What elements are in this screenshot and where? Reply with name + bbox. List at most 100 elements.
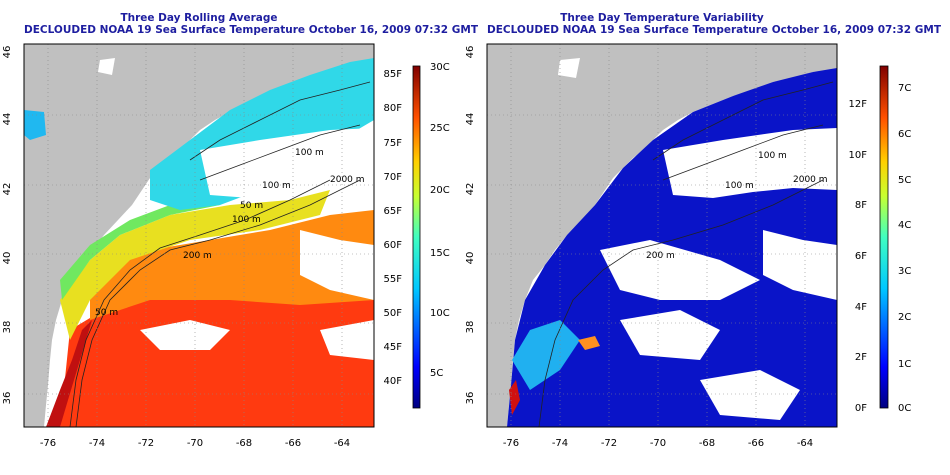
right-cb-f-label: 0F — [855, 403, 867, 414]
right-cb-c-label: 7C — [898, 83, 911, 94]
right-colorbar — [879, 65, 889, 409]
left-lat-label: 40 — [2, 252, 13, 265]
right-lon-label: -66 — [748, 438, 764, 449]
left-cloud-4 — [320, 320, 374, 360]
right-cb-c-label: 4C — [898, 220, 911, 231]
left-cb-f-label: 60F — [384, 240, 403, 251]
right-lon-label: -76 — [503, 438, 519, 449]
left-lat-label: 36 — [2, 392, 13, 405]
left-sst-red-strip — [46, 320, 92, 427]
right-cb-f-label: 8F — [855, 200, 867, 211]
right-land — [487, 44, 837, 427]
left-cloud-5 — [98, 58, 115, 75]
left-title-line2: DECLOUDED NOAA 19 Sea Surface Temperatur… — [24, 24, 479, 36]
right-var-orange — [578, 336, 600, 350]
left-land — [24, 44, 374, 427]
right-cloud-3 — [763, 230, 837, 300]
left-map: 100 m 2000 m 100 m 100 m 50 m 200 m 50 m — [24, 44, 374, 427]
left-cloud-1 — [200, 128, 374, 198]
left-cb-f-label: 65F — [384, 206, 403, 217]
left-title-line1: Three Day Rolling Average — [120, 12, 278, 24]
right-lat-axis: 36 38 40 42 44 46 — [465, 46, 476, 405]
right-cloud-4 — [620, 310, 720, 360]
left-cb-f-label: 75F — [384, 138, 403, 149]
right-contour-label-1: 100 m — [758, 151, 787, 161]
left-lon-label: -64 — [334, 438, 350, 449]
left-cb-c-label: 20C — [430, 185, 450, 196]
left-sst-cyan2 — [24, 110, 46, 140]
left-lat-label: 44 — [2, 113, 13, 126]
right-cloud-6 — [558, 58, 580, 78]
right-cloud-5 — [700, 370, 800, 420]
right-cb-f-label: 6F — [855, 251, 867, 262]
left-cb-f-label: 40F — [384, 376, 403, 387]
left-cb-f-label: 80F — [384, 103, 403, 114]
left-colorbar-f-labels: 40F 45F 50F 55F 60F 65F 70F 75F 80F 85F — [384, 69, 403, 387]
left-lat-axis: 36 38 40 42 44 46 — [2, 46, 13, 405]
left-lat-label: 46 — [2, 46, 13, 59]
right-lon-label: -70 — [650, 438, 666, 449]
left-map-title: Three Day Rolling Average DECLOUDED NOAA… — [24, 12, 479, 36]
right-cb-f-label: 10F — [849, 150, 868, 161]
right-contour-label-3: 100 m — [725, 181, 754, 191]
right-map: 100 m 2000 m 100 m 200 m — [487, 44, 837, 427]
right-lat-label: 38 — [465, 321, 476, 334]
right-cloud-2 — [600, 240, 760, 300]
left-lon-label: -74 — [89, 438, 105, 449]
right-cb-c-label: 3C — [898, 266, 911, 277]
right-cb-f-label: 12F — [849, 99, 868, 110]
right-lat-label: 46 — [465, 46, 476, 59]
left-contour-label-2: 2000 m — [330, 175, 365, 185]
left-cb-c-label: 5C — [430, 368, 443, 379]
left-lon-label: -76 — [40, 438, 56, 449]
left-cloud-2 — [300, 230, 374, 300]
right-var-cyan — [512, 320, 580, 390]
right-map-frame — [486, 43, 838, 428]
left-contour-label-5: 50 m — [240, 201, 263, 211]
left-lon-label: -68 — [236, 438, 252, 449]
right-contour-label-2: 2000 m — [793, 175, 828, 185]
right-title-line2: DECLOUDED NOAA 19 Sea Surface Temperatur… — [487, 24, 942, 36]
left-cb-c-label: 15C — [430, 248, 450, 259]
right-lon-label: -64 — [797, 438, 813, 449]
right-cb-c-label: 2C — [898, 312, 911, 323]
right-contours — [538, 81, 834, 427]
left-cb-f-label: 50F — [384, 308, 403, 319]
left-cb-c-label: 10C — [430, 308, 450, 319]
left-colorbar — [412, 65, 421, 409]
left-lon-label: -66 — [285, 438, 301, 449]
left-contour-label-6: 200 m — [183, 251, 212, 261]
left-contours — [69, 81, 371, 427]
right-var-red — [509, 380, 520, 415]
left-contour-label-7: 50 m — [95, 308, 118, 318]
right-lon-label: -72 — [601, 438, 617, 449]
right-lon-label: -68 — [699, 438, 715, 449]
left-lon-label: -72 — [138, 438, 154, 449]
left-lon-axis: -76 -74 -72 -70 -68 -66 -64 — [40, 438, 350, 449]
left-cloud-3 — [140, 320, 230, 350]
right-title-line1: Three Day Temperature Variability — [560, 12, 764, 24]
left-contour-label-4: 100 m — [232, 215, 261, 225]
right-cb-c-label: 0C — [898, 403, 911, 414]
left-sst-warm — [60, 295, 374, 427]
left-colorbar-c-labels: 5C 10C 15C 20C 25C 30C — [430, 62, 450, 379]
left-contour-label-1: 100 m — [295, 148, 324, 158]
left-cb-c-label: 30C — [430, 62, 450, 73]
left-map-frame — [23, 43, 375, 428]
right-cb-f-label: 2F — [855, 352, 867, 363]
right-cloud-1 — [663, 128, 837, 198]
right-cb-c-label: 1C — [898, 359, 911, 370]
right-contour-label-4: 200 m — [646, 251, 675, 261]
right-colorbar-f-labels: 0F 2F 4F 6F 8F 10F 12F — [849, 99, 868, 414]
right-cb-c-label: 6C — [898, 129, 911, 140]
right-lat-label: 42 — [465, 183, 476, 196]
right-lat-label: 36 — [465, 392, 476, 405]
left-sst-yellow — [60, 190, 330, 340]
right-cb-c-label: 5C — [898, 175, 911, 186]
left-cb-c-label: 25C — [430, 123, 450, 134]
left-lon-label: -70 — [187, 438, 203, 449]
left-cb-f-label: 45F — [384, 342, 403, 353]
left-cb-f-label: 70F — [384, 172, 403, 183]
right-lat-label: 40 — [465, 252, 476, 265]
right-lon-label: -74 — [552, 438, 568, 449]
